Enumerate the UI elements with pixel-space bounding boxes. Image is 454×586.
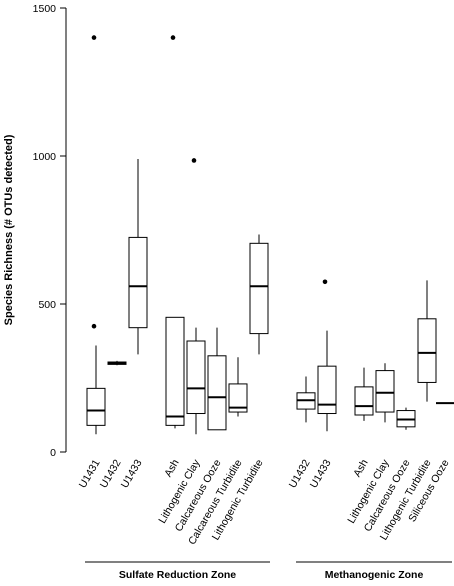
box-iqr (375, 370, 395, 413)
box-ash (354, 367, 374, 421)
box-lithogenic-clay (375, 363, 395, 423)
outlier-point (170, 35, 176, 40)
box-group (86, 35, 454, 435)
zone-group: Sulfate Reduction Zone Methanogenic Zone (85, 561, 452, 581)
y-tick-label: 1000 (33, 151, 57, 163)
outlier-point (191, 158, 197, 163)
outlier-point (91, 323, 97, 329)
category-label: U1433 (308, 457, 334, 490)
box-iqr (354, 386, 374, 416)
box-iqr (186, 340, 206, 415)
category-label: Ash (351, 457, 371, 479)
outlier-point (322, 279, 328, 285)
y-axis-label: Species Richness (# OTUs detected) (3, 134, 15, 325)
zone-label: Methanogenic Zone (325, 569, 424, 581)
box-u1432 (296, 376, 316, 423)
box-u1433 (128, 158, 148, 355)
y-axis: 0 500 1000 1500 (33, 3, 67, 459)
box-lithogenic-turbidite (417, 280, 437, 402)
box-iqr (228, 383, 248, 413)
box-u1432 (107, 360, 127, 366)
y-tick-label: 0 (50, 447, 56, 459)
box-u1431 (86, 35, 106, 435)
box-iqr (207, 355, 227, 431)
box-iqr (317, 365, 337, 415)
box-iqr (128, 236, 148, 329)
category-label: Ash (162, 457, 182, 479)
y-tick-label: 1500 (33, 3, 57, 15)
box-lithogenic-turbidite (249, 234, 269, 355)
box-iqr (417, 318, 437, 383)
box-calcareous-turbidite (228, 357, 248, 417)
box-calcareous-ooze (396, 407, 416, 430)
zone-label: Sulfate Reduction Zone (119, 569, 236, 581)
y-tick-label: 500 (38, 299, 56, 311)
box-u1433 (317, 279, 337, 432)
outlier-point (91, 35, 97, 40)
box-iqr (249, 242, 269, 335)
box-calcareous-ooze (207, 327, 227, 431)
category-label: U1433 (119, 457, 145, 490)
box-lithogenic-clay (186, 158, 206, 435)
box-iqr (165, 316, 185, 426)
box-ash (165, 35, 185, 429)
box-iqr (86, 387, 106, 426)
y-tick-group: 0 500 1000 1500 (33, 3, 66, 459)
